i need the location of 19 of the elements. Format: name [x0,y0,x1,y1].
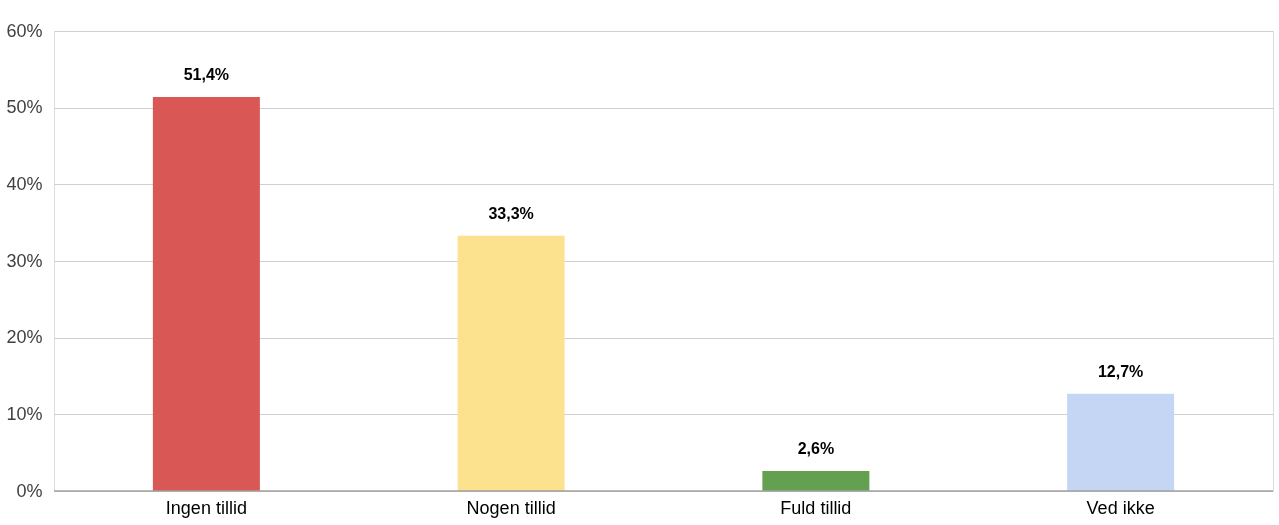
y-tick-label: 10% [6,403,43,424]
y-tick-label: 50% [6,97,43,118]
data-label: 33,3% [488,204,534,222]
x-tick-label: Ved ikke [1086,497,1155,518]
bar [762,471,870,491]
data-label: 51,4% [183,65,230,83]
data-label: 12,7% [1097,362,1144,380]
bar [152,96,260,491]
x-tick-label: Nogen tillid [466,497,556,518]
bar [457,235,565,491]
y-tick-label: 0% [16,480,43,501]
x-tick-label: Ingen tillid [165,497,247,518]
y-tick-label: 40% [6,173,43,194]
y-tick-label: 30% [6,250,43,271]
bar [1067,393,1175,491]
data-label: 2,6% [797,440,835,458]
y-tick-label: 20% [6,327,43,348]
x-tick-label: Fuld tillid [780,497,852,518]
y-tick-label: 60% [6,20,43,41]
